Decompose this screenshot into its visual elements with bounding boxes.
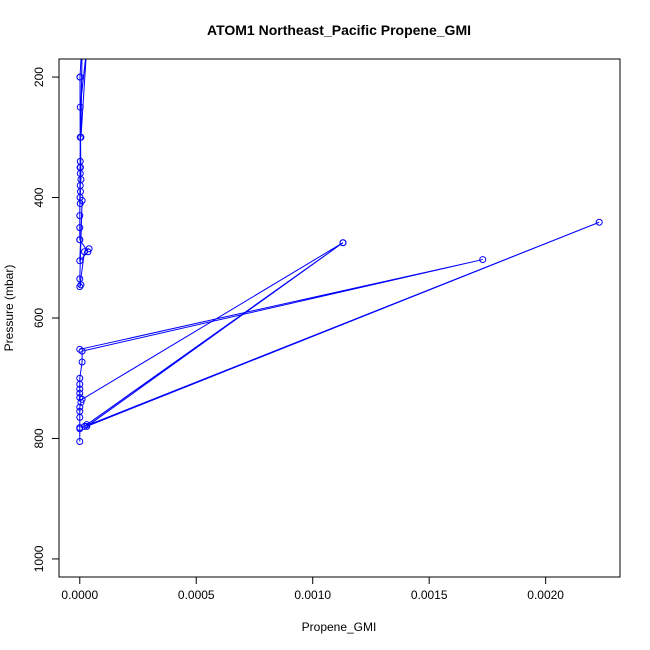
data-point (76, 385, 84, 393)
data-point (76, 437, 84, 445)
data-point (78, 358, 86, 366)
data-point (76, 403, 84, 411)
data-point (76, 236, 84, 244)
x-axis: 0.0000 0.0005 0.0010 0.0015 0.0020 (61, 576, 564, 602)
data-point (78, 197, 86, 205)
y-tick-label: 600 (32, 308, 46, 328)
data-point (79, 44, 85, 50)
data-point (339, 239, 347, 247)
data-point (77, 398, 85, 406)
data-point (76, 73, 84, 81)
x-tick-label: 0.0020 (527, 588, 564, 602)
chart-title: ATOM1 Northeast_Pacific Propene_GMI (207, 22, 471, 38)
data-point (76, 389, 84, 397)
series-line (81, 221, 600, 427)
data-point (76, 224, 84, 232)
y-tick-label: 400 (32, 187, 46, 207)
data-point (76, 380, 84, 388)
y-axis: 200 400 600 800 1000 (32, 67, 60, 572)
plot-area (76, 44, 603, 445)
plot-frame (58, 58, 621, 578)
data-point (76, 283, 84, 291)
x-axis-label: Propene_GMI (302, 620, 377, 634)
data-point (84, 248, 92, 256)
data-point (78, 395, 86, 403)
y-tick-label: 1000 (32, 545, 46, 572)
series-line (79, 259, 483, 442)
data-point (83, 421, 91, 429)
series-line (79, 200, 90, 287)
y-axis-label: Pressure (mbar) (2, 265, 16, 352)
data-point (76, 212, 84, 220)
data-point (79, 44, 85, 50)
data-point (76, 163, 84, 171)
data-point (595, 218, 603, 226)
data-point (83, 422, 91, 430)
data-point (76, 133, 84, 141)
data-point (76, 413, 84, 421)
y-tick-label: 200 (32, 67, 46, 87)
x-tick-label: 0.0005 (178, 588, 215, 602)
x-tick-label: 0.0000 (61, 588, 98, 602)
data-point (479, 256, 487, 264)
series-line (79, 59, 87, 240)
data-point (84, 44, 90, 50)
data-point (78, 347, 86, 355)
y-tick-label: 800 (32, 428, 46, 448)
data-point (77, 281, 85, 289)
data-point (76, 257, 84, 265)
x-tick-label: 0.0010 (294, 588, 331, 602)
x-tick-label: 0.0015 (411, 588, 448, 602)
data-point (85, 245, 93, 253)
data-point (76, 103, 84, 111)
